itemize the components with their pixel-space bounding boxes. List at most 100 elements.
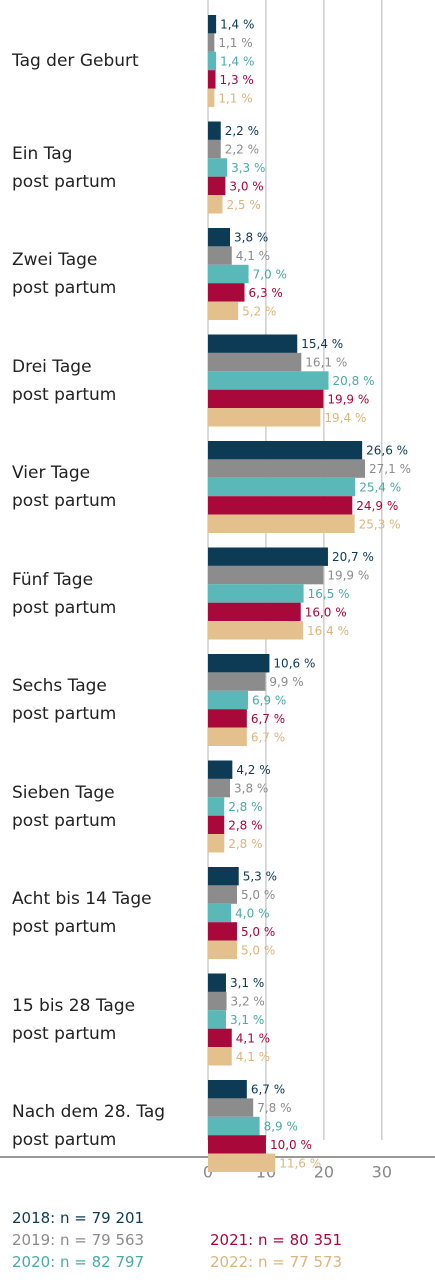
category-label: Fünf Tage post partum	[12, 569, 117, 618]
value-label: 10,6 %	[273, 657, 315, 671]
value-label: 2,2 %	[225, 124, 259, 138]
bar	[208, 834, 225, 853]
legend-entry: 2021: n = 80 351	[210, 1231, 343, 1249]
value-label: 19,9 %	[327, 392, 369, 406]
value-label: 6,7 %	[251, 712, 285, 726]
bar	[208, 940, 237, 959]
value-label: 3,8 %	[234, 782, 268, 796]
bar	[208, 621, 304, 640]
value-label: 2,8 %	[228, 818, 262, 832]
bar	[208, 371, 329, 390]
value-label: 5,2 %	[242, 304, 276, 318]
bar	[208, 709, 247, 728]
bar	[208, 973, 226, 992]
value-label: 20,7 %	[332, 550, 374, 564]
bar	[208, 690, 248, 710]
value-label: 1,4 %	[220, 55, 254, 69]
category-label: Drei Tage post partum	[12, 356, 117, 405]
bar	[208, 121, 221, 140]
value-label: 16,5 %	[308, 587, 350, 601]
category-label: Ein Tag post partum	[12, 143, 117, 192]
value-label: 6,7 %	[251, 730, 285, 744]
value-label: 5,0 %	[241, 925, 275, 939]
bar	[208, 1153, 276, 1172]
value-label: 16,4 %	[307, 624, 349, 638]
value-label: 4,0 %	[235, 907, 269, 921]
bar	[208, 158, 228, 177]
bar	[208, 991, 227, 1011]
value-label: 1,1 %	[218, 36, 252, 50]
bar	[208, 602, 301, 622]
bar	[208, 1047, 232, 1066]
value-label: 1,3 %	[220, 73, 254, 87]
bar	[208, 70, 216, 89]
value-label: 3,1 %	[230, 976, 264, 990]
legend-entry: 2018: n = 79 201	[12, 1209, 145, 1227]
value-label: 25,4 %	[359, 481, 401, 495]
bar	[208, 565, 324, 585]
value-label: 2,8 %	[228, 837, 262, 851]
bar	[208, 15, 217, 34]
bar	[208, 778, 231, 798]
value-label: 4,1 %	[236, 1031, 270, 1045]
value-label: 3,0 %	[229, 179, 263, 193]
value-label: 6,7 %	[251, 1083, 285, 1097]
bar	[208, 727, 247, 746]
bar	[208, 1135, 266, 1154]
category-label: Zwei Tage post partum	[12, 250, 117, 298]
value-label: 10,0 %	[270, 1138, 312, 1152]
category-label: Vier Tage post partum	[12, 463, 117, 511]
bar	[208, 301, 239, 320]
bar	[208, 459, 366, 478]
value-label: 25,3 %	[359, 517, 401, 531]
category-label: Sechs Tage post partum	[12, 676, 117, 724]
bar	[208, 1098, 254, 1117]
value-label: 9,9 %	[269, 675, 303, 689]
value-label: 6,3 %	[249, 286, 283, 300]
bar	[208, 352, 302, 372]
value-label: 3,8 %	[234, 231, 268, 245]
bar	[208, 496, 353, 515]
bar	[208, 1080, 247, 1099]
value-label: 2,2 %	[225, 143, 259, 157]
value-label: 16,0 %	[305, 605, 347, 619]
value-label: 3,2 %	[231, 995, 265, 1009]
legend-entry: 2019: n = 79 563	[12, 1231, 145, 1249]
bar	[208, 441, 363, 460]
value-label: 4,2 %	[236, 763, 270, 777]
value-label: 15,4 %	[301, 337, 343, 351]
value-label: 19,4 %	[324, 411, 366, 425]
bar	[208, 195, 223, 214]
bar	[208, 760, 233, 779]
category-label: 15 bis 28 Tage post partum	[12, 995, 136, 1044]
bar	[208, 176, 226, 196]
value-label: 7,0 %	[253, 268, 287, 282]
legend-entry: 2020: n = 82 797	[12, 1253, 145, 1271]
value-label: 6,9 %	[252, 694, 286, 708]
bar	[208, 797, 225, 816]
bar	[208, 654, 270, 673]
bar	[208, 408, 321, 427]
category-label: Tag der Geburt	[12, 51, 139, 71]
bar	[208, 1010, 226, 1029]
bar	[208, 547, 328, 566]
value-label: 20,8 %	[333, 374, 375, 388]
value-label: 1,1 %	[218, 91, 252, 105]
bar	[208, 264, 249, 284]
value-label: 8,9 %	[264, 1120, 298, 1134]
value-label: 5,0 %	[241, 888, 275, 902]
bar	[208, 922, 237, 941]
bar	[208, 1116, 260, 1136]
bar	[208, 283, 245, 302]
bar	[208, 33, 215, 52]
bar	[208, 228, 231, 247]
bar	[208, 51, 217, 71]
value-label: 7,8 %	[257, 1101, 291, 1115]
bar	[208, 903, 232, 923]
category-label: Sieben Tage post partum	[12, 782, 117, 831]
value-label: 4,1 %	[236, 249, 270, 263]
value-label: 3,1 %	[230, 1013, 264, 1027]
bar	[208, 139, 221, 159]
